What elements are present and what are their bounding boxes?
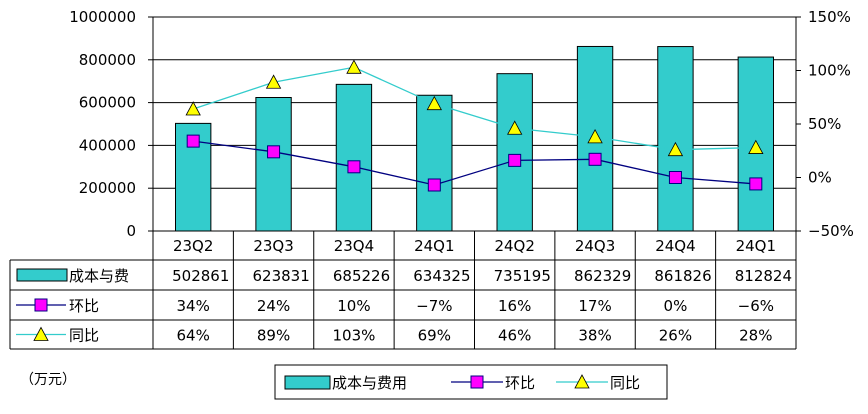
marker-qoq-2 [347,160,361,174]
legend-key-cost [284,375,331,390]
marker-yoy-0 [185,101,201,116]
y-right-tick-label: 100% [808,62,851,80]
table-cell-value: 46% [498,327,531,345]
table-cell-value: 812824 [735,267,792,285]
table-cell-value: 735195 [494,267,551,285]
y-right-tick-label: 0% [808,169,832,187]
legend: 成本与费用 环比 同比 [274,364,668,400]
table-cell-value: 10% [337,297,370,315]
data-table: 23Q2 23Q3 23Q4 24Q1 24Q2 24Q3 24Q4 24Q1 成本与费环比同比… [9,230,797,350]
y-right-tick-label: −50% [808,222,854,240]
line-yoy [192,66,756,151]
bar-8-1 [255,97,292,232]
y-left-tick-label: 400000 [79,136,136,154]
y-left-tick-label: 1000000 [69,8,136,26]
table-cell-value: 28% [739,327,772,345]
table-cell-value: 17% [578,297,611,315]
table-cell-value: 0% [664,297,688,315]
marker-qoq-7 [749,177,763,191]
bar-8-2 [335,83,373,232]
marker-qoq-3 [427,178,441,192]
table-cell-value: 862329 [574,267,631,285]
table-cell-value: 34% [177,297,210,315]
marker-qoq-0 [186,134,200,148]
bar-8-3 [416,94,453,232]
legend-label-yoy: 同比 [610,374,640,392]
table-cell-value: 38% [578,327,611,345]
x-category-label: 24Q1 [414,237,454,255]
legend-key-qoq-marker [470,375,484,389]
bar-series [175,45,774,232]
x-category-label: 23Q2 [173,237,213,255]
legend-label-qoq: 环比 [505,374,535,392]
table-row-label: 同比 [69,327,99,345]
marker-yoy-2 [346,59,362,74]
table-cell-value: 623831 [252,267,309,285]
marker-yoy-1 [265,74,282,89]
y-left-tick-label: 0 [126,222,136,240]
table-row-label: 成本与费 [69,267,129,285]
table-cell-value: 89% [257,327,290,345]
unit-label: （万元） [20,372,76,388]
table-key-yoy-marker [33,326,49,341]
table-cell-value: 64% [177,327,210,345]
y-left-tick-label: 200000 [79,179,136,197]
marker-qoq-5 [588,152,602,166]
y-left-tick-label: 600000 [79,94,136,112]
x-category-label: 24Q2 [494,237,534,255]
line-qoq [193,140,756,186]
x-category-label: 23Q3 [253,237,293,255]
table-cell-value: 103% [332,327,375,345]
legend-key-yoy-marker [574,374,590,389]
table-key-cost [16,268,68,282]
gridlines [153,16,796,189]
table-cell-value: 69% [418,327,451,345]
bar-8-4 [496,73,533,232]
line-series [185,59,764,192]
marker-qoq-1 [267,145,281,159]
marker-qoq-4 [508,153,522,167]
legend-label-cost: 成本与费用 [332,374,407,392]
table-cell-value: 634325 [413,267,470,285]
table-cell-value: 26% [659,327,692,345]
x-category-label: 24Q4 [655,237,695,255]
marker-yoy-7 [748,139,764,154]
table-cell-value: 16% [498,297,531,315]
marker-yoy-4 [507,120,523,135]
table-cell-value: 502861 [172,267,229,285]
y-left-tick-label: 800000 [79,51,136,69]
marker-yoy-3 [426,95,442,111]
bar-8-6 [657,46,694,232]
x-category-label: 24Q3 [575,237,615,255]
marker-yoy-6 [667,141,684,157]
table-row-label: 环比 [69,297,99,315]
x-category-label: 24Q1 [736,237,776,255]
x-category-label: 23Q4 [334,237,374,255]
table-cell-value: 24% [257,297,290,315]
marker-yoy-5 [587,128,603,144]
table-cell-value: −6% [738,297,774,315]
table-cell-value: −7% [416,297,452,315]
y-right-tick-label: 50% [808,115,841,133]
y-right-tick-label: 150% [808,8,851,26]
table-key-qoq-marker [34,298,48,312]
axes: 0 200000 400000 600000 800000 1000000 −50% 0% 50… [69,8,854,240]
table-cell-value: 685226 [333,267,390,285]
table-cell-value: 861826 [654,267,711,285]
marker-qoq-6 [668,171,682,184]
